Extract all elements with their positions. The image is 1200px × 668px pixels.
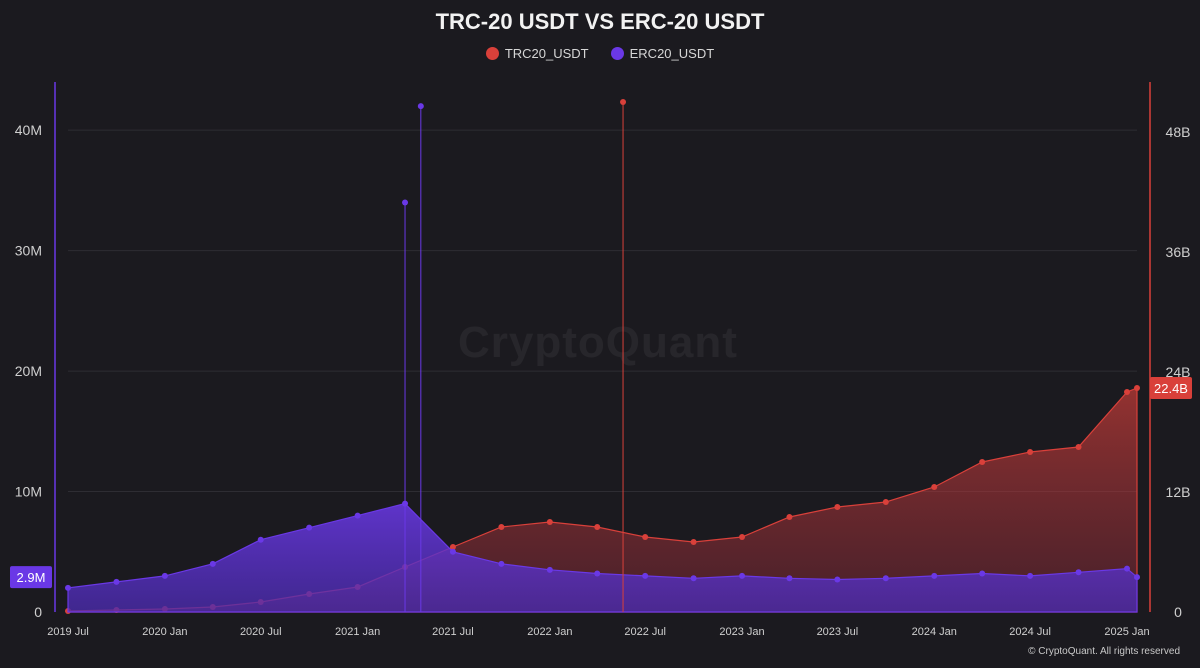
x-axis-tick-label: 2025 Jan [1104, 626, 1149, 638]
spike-point [402, 199, 409, 206]
left-axis-tick-label: 10M [15, 484, 42, 500]
copyright-footer: © CryptoQuant. All rights reserved [1028, 646, 1180, 657]
last-value-label: 22.4B [1154, 381, 1188, 396]
data-point-erc20-usdt [209, 560, 216, 567]
data-point-erc20-usdt [546, 566, 553, 573]
last-value-label: 2.9M [17, 570, 46, 585]
data-point-trc20-usdt [931, 484, 938, 490]
data-point-erc20-usdt [354, 512, 361, 519]
data-point-trc20-usdt [1123, 389, 1130, 395]
data-point-trc20-usdt [1027, 449, 1034, 455]
data-point-trc20-usdt [739, 534, 746, 540]
chart-title: TRC-20 USDT VS ERC-20 USDT [435, 9, 765, 34]
legend-item-erc20[interactable]: ERC20_USDT [610, 46, 715, 61]
left-axis-tick-label: 40M [15, 122, 42, 138]
data-point-trc20-usdt [786, 514, 793, 520]
last-value-badge-trc20-usdt [1150, 377, 1192, 399]
x-axis-tick-label: 2023 Jul [817, 626, 859, 638]
data-point-trc20-usdt [1134, 385, 1140, 391]
data-point-trc20-usdt [882, 499, 889, 505]
data-point-trc20-usdt [449, 544, 456, 550]
data-point-trc20-usdt [594, 524, 601, 530]
data-point-erc20-usdt [642, 572, 649, 579]
legend-label-erc20: ERC20_USDT [629, 46, 715, 61]
data-point-erc20-usdt [1027, 572, 1034, 579]
data-point-erc20-usdt [786, 575, 793, 582]
x-axis-tick-label: 2022 Jul [624, 626, 666, 638]
data-point-trc20-usdt [642, 534, 649, 540]
data-point-trc20-usdt [498, 524, 505, 530]
x-axis-tick-label: 2020 Jul [240, 626, 282, 638]
left-axis-tick-label: 30M [15, 243, 42, 259]
legend-marker-erc20 [610, 47, 624, 60]
watermark: CryptoQuant [458, 318, 738, 367]
data-point-erc20-usdt [931, 572, 938, 579]
data-point-erc20-usdt [882, 575, 889, 582]
data-point-erc20-usdt [306, 524, 313, 531]
data-point-erc20-usdt [498, 560, 505, 567]
left-axis-tick-label: 0 [34, 604, 42, 620]
x-axis-tick-label: 2024 Jan [912, 626, 957, 638]
left-axis-tick-label: 20M [15, 363, 42, 379]
spike-point [417, 103, 424, 110]
data-point-trc20-usdt [834, 504, 841, 510]
data-point-trc20-usdt [979, 459, 986, 465]
data-point-trc20-usdt [690, 539, 697, 545]
data-point-erc20-usdt [979, 570, 986, 577]
legend-marker-trc20 [485, 47, 499, 60]
x-axis-tick-label: 2019 Jul [47, 626, 89, 638]
last-value-badge-erc20-usdt [10, 566, 52, 589]
right-axis-tick-label: 24B [1166, 364, 1191, 380]
right-axis-tick-label: 0 [1174, 604, 1182, 620]
data-point-erc20-usdt [834, 576, 841, 583]
data-point-erc20-usdt [113, 578, 120, 585]
data-point-erc20-usdt [257, 536, 264, 543]
x-axis-tick-label: 2023 Jan [719, 626, 764, 638]
x-axis-tick-label: 2022 Jan [527, 626, 572, 638]
spike-point [620, 99, 627, 105]
right-axis-tick-label: 48B [1166, 124, 1191, 140]
legend: TRC20_USDT ERC20_USDT [0, 46, 1200, 61]
x-axis-tick-label: 2020 Jan [142, 626, 187, 638]
data-point-erc20-usdt [594, 570, 601, 577]
data-point-erc20-usdt [1075, 569, 1082, 576]
data-point-erc20-usdt [65, 584, 71, 591]
data-point-erc20-usdt [739, 572, 746, 579]
x-axis-tick-label: 2021 Jan [335, 626, 380, 638]
data-point-erc20-usdt [690, 575, 697, 582]
data-point-erc20-usdt [449, 548, 456, 555]
legend-label-trc20: TRC20_USDT [504, 46, 589, 61]
data-point-trc20-usdt [546, 519, 553, 525]
x-axis-tick-label: 2024 Jul [1009, 626, 1051, 638]
data-point-erc20-usdt [161, 572, 168, 579]
data-point-erc20-usdt [1123, 565, 1130, 572]
legend-item-trc20[interactable]: TRC20_USDT [485, 46, 589, 61]
right-axis-tick-label: 12B [1166, 484, 1191, 500]
right-axis-tick-label: 36B [1166, 244, 1191, 260]
x-axis-tick-label: 2021 Jul [432, 626, 474, 638]
data-point-trc20-usdt [1075, 444, 1082, 450]
data-point-erc20-usdt [1134, 574, 1140, 581]
